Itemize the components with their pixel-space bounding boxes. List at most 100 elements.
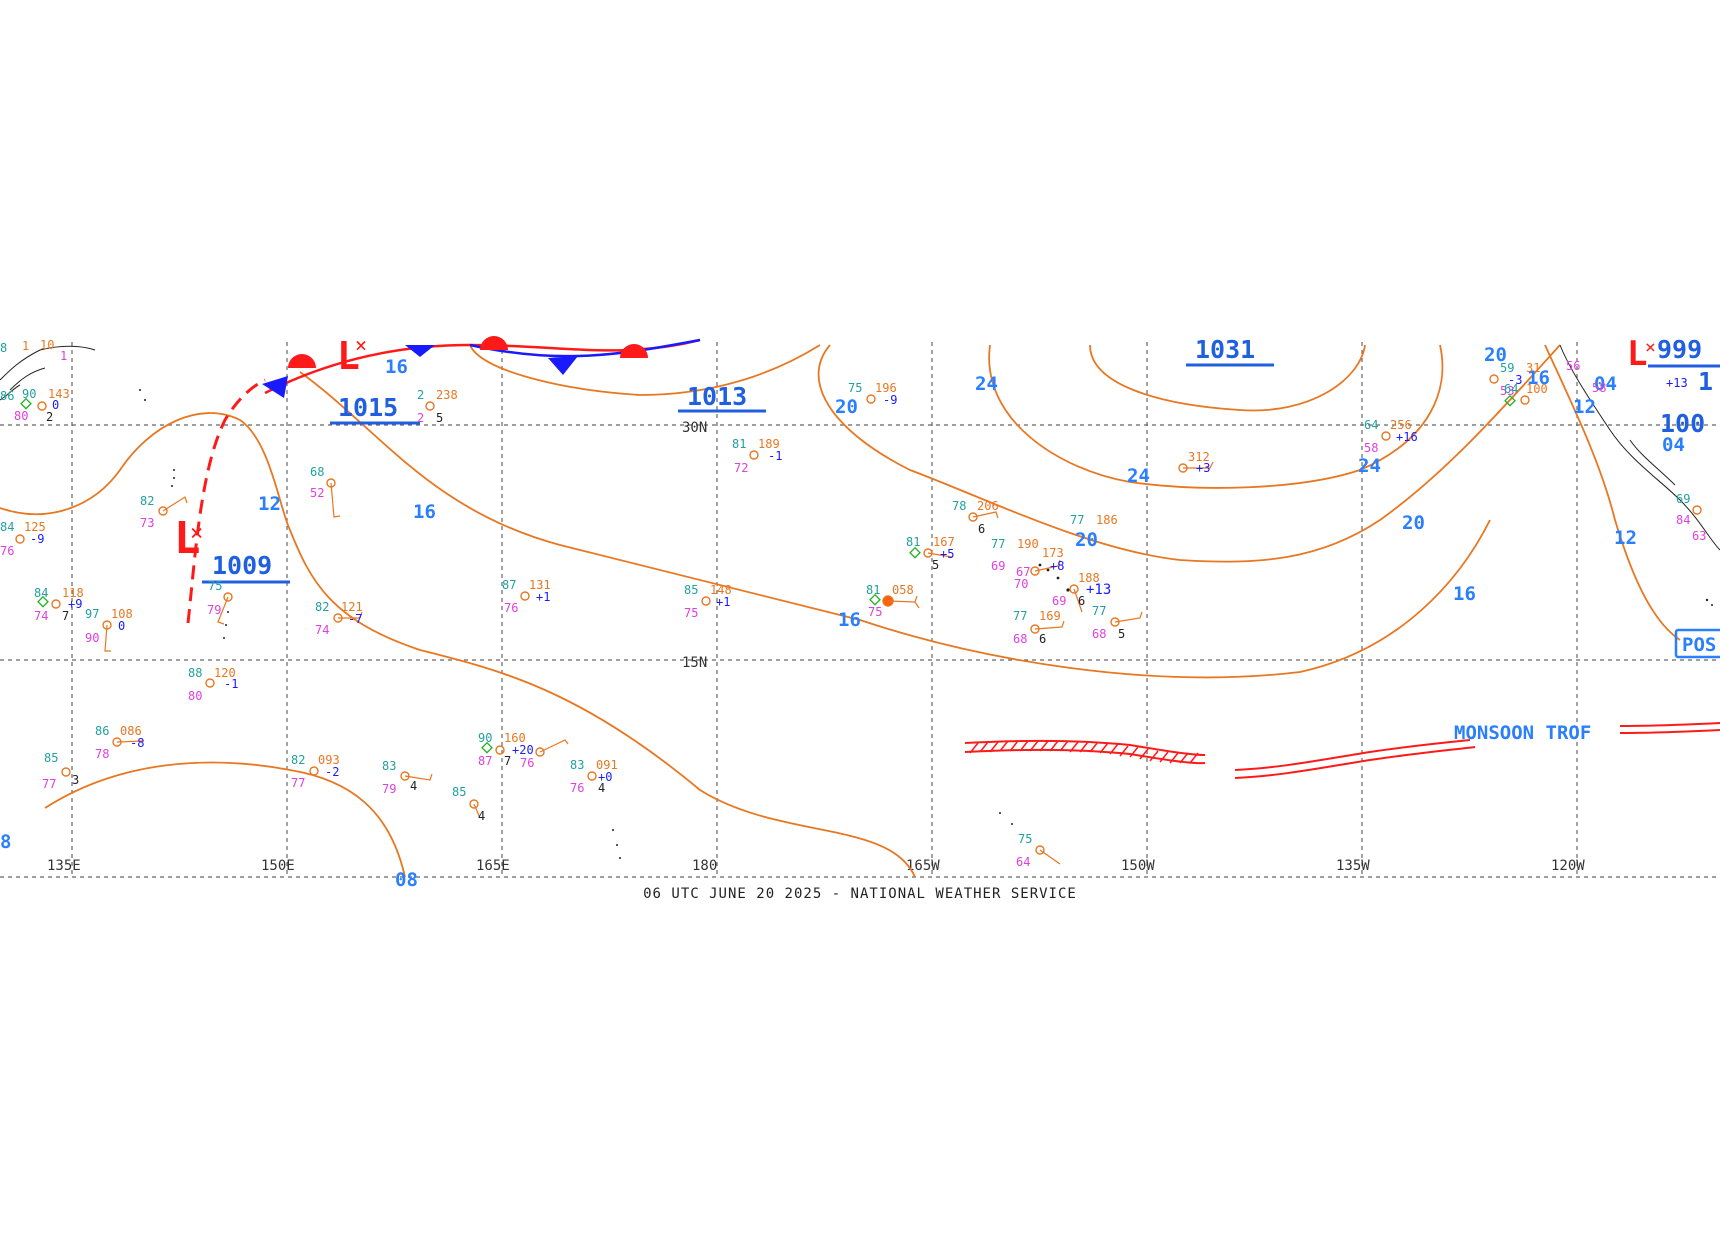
station-value: 59 [1500, 361, 1514, 375]
low-center-value: 999 [1657, 335, 1702, 364]
high-center-value: 1015 [338, 393, 398, 422]
station-value: 1 [22, 339, 29, 353]
lon-label: 180 [692, 858, 717, 874]
station-value: 131 [529, 578, 551, 592]
station-value: 2 [46, 410, 53, 424]
station-value: -2 [325, 765, 339, 779]
station-value: 4 [478, 809, 485, 823]
station-value: 6 [1039, 632, 1046, 646]
isobar-label: 16 [385, 356, 408, 378]
station-value: 186 [1096, 513, 1118, 527]
lon-label: 120W [1551, 858, 1585, 874]
station-value: 7 [62, 609, 69, 623]
station-value: 81 [906, 535, 920, 549]
station-value: 108 [111, 607, 133, 621]
itcz-band [964, 722, 1720, 779]
station-value: 86 [95, 724, 109, 738]
station-value: 58 [1364, 441, 1378, 455]
station-value: 82 [140, 494, 154, 508]
station-value: 81 [866, 583, 880, 597]
station-value: 77 [991, 537, 1005, 551]
station-value: 058 [892, 583, 914, 597]
station-value: 76 [0, 544, 14, 558]
station-value: -7 [348, 612, 362, 626]
station-value: 79 [382, 782, 396, 796]
station-value: 173 [1042, 546, 1064, 560]
station-value: -9 [883, 393, 897, 407]
isobar-label: 24 [1358, 455, 1381, 477]
station-value: 90 [22, 387, 36, 401]
isobar-label: 16 [1527, 367, 1550, 389]
station-value: +3 [1196, 461, 1210, 475]
lon-label: 150E [261, 858, 295, 874]
station-value: 85 [44, 751, 58, 765]
station-value: 7 [504, 754, 511, 768]
station-value: 63 [1692, 529, 1706, 543]
station-value: 206 [977, 499, 999, 513]
island-dots [139, 389, 1713, 859]
svg-text:×: × [190, 521, 203, 546]
svg-text:×: × [355, 333, 367, 357]
station-value: 76 [570, 781, 584, 795]
station-value: 84 [1676, 513, 1690, 527]
station-value: 3 [72, 773, 79, 787]
wind-barbs [104, 461, 1214, 865]
station-value: 190 [1017, 537, 1039, 551]
station-value: 77 [1070, 513, 1084, 527]
isobar-label: 12 [1573, 396, 1596, 418]
station-value: 10 [40, 338, 54, 352]
station-value: 189 [758, 437, 780, 451]
station-value: 67 [1016, 565, 1030, 579]
isobar-label: 24 [975, 373, 998, 395]
isobar-label: 12 [258, 493, 281, 515]
station-value: 64 [1364, 418, 1378, 432]
station-value: 90 [85, 631, 99, 645]
station-data: 8 1 10 1 86 0 80 2 90 143 84 125 -9 76 2… [0, 338, 1706, 869]
station-value: 0 [118, 619, 125, 633]
station-value: 86 [0, 389, 14, 403]
isobar-labels: 16 12 16 20 24 24 20 24 20 16 16 12 12 1… [0, 344, 1685, 891]
station-value: 2 [417, 388, 424, 402]
station-value: 77 [1013, 609, 1027, 623]
station-value: +1 [716, 595, 730, 609]
station-value: 80 [14, 409, 28, 423]
lat-label: 30N [682, 420, 707, 436]
station-value: 83 [570, 758, 584, 772]
station-value: 196 [875, 381, 897, 395]
station-value: 77 [1092, 604, 1106, 618]
partial-box: POS [1674, 628, 1720, 659]
low-symbol: L [1627, 334, 1647, 374]
pressure-centers: 1015 1013 1031 1009 999 1 100 [202, 335, 1720, 584]
lon-label: 150W [1121, 858, 1155, 874]
station-value: +13 [1666, 376, 1688, 390]
station-value: 82 [315, 600, 329, 614]
isobar-label: 08 [395, 869, 418, 891]
station-value: 68 [1013, 632, 1027, 646]
station-value: 125 [24, 520, 46, 534]
station-value: 093 [318, 753, 340, 767]
map-caption: 06 UTC JUNE 20 2025 - NATIONAL WEATHER S… [643, 886, 1077, 902]
station-value: 0 [52, 398, 59, 412]
low-center-value: 1009 [212, 551, 272, 580]
isobar-label: 20 [1402, 512, 1425, 534]
station-value: 120 [214, 666, 236, 680]
station-value: 76 [520, 756, 534, 770]
station-value: 188 [1078, 571, 1100, 585]
lat-label: 15N [682, 655, 707, 671]
lon-label: 135E [47, 858, 81, 874]
isobar-label: 8 [0, 831, 11, 853]
high-center-value: 1013 [687, 382, 747, 411]
isobar-label: 20 [835, 396, 858, 418]
low-symbol: L [174, 513, 201, 564]
station-value: 75 [208, 579, 222, 593]
station-value: +20 [512, 743, 534, 757]
station-value: 53 [1500, 384, 1514, 398]
station-value: 64 [1016, 855, 1030, 869]
station-value: +1 [536, 590, 550, 604]
isobar-label: 12 [1614, 527, 1637, 549]
station-value: 6 [978, 522, 985, 536]
low-symbol: L [337, 334, 360, 378]
station-value: 5 [436, 411, 443, 425]
station-value: 81 [732, 437, 746, 451]
monsoon-trough-label: MONSOON TROF [1454, 722, 1591, 744]
